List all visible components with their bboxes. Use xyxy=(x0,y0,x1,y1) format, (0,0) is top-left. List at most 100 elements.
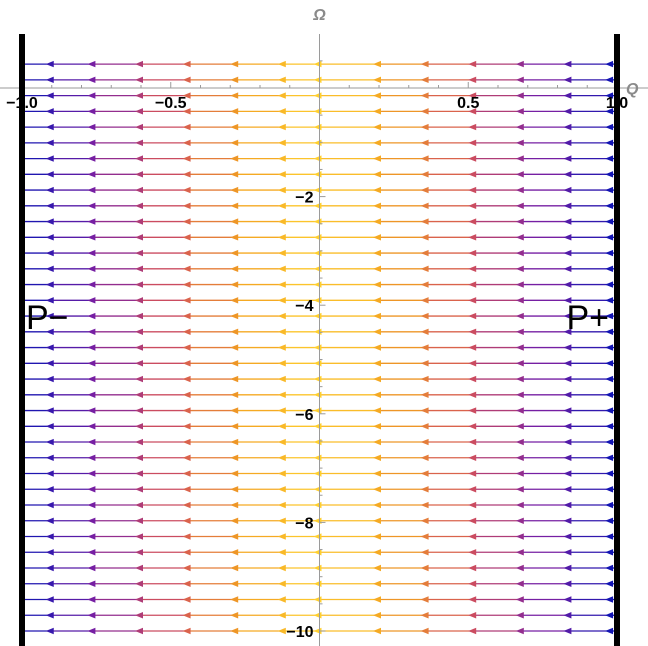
stream-arrow xyxy=(420,375,429,383)
stream-arrow xyxy=(605,123,614,131)
stream-arrow xyxy=(313,123,322,131)
stream-arrow xyxy=(420,501,429,509)
stream-row-9 xyxy=(22,486,617,493)
stream-arrow xyxy=(515,186,524,194)
stream-arrow xyxy=(373,328,381,336)
stream-arrow xyxy=(605,249,614,257)
stream-arrow xyxy=(230,234,239,241)
y-ticks: −2 −4 −6 −8 −10 xyxy=(286,60,326,641)
stream-arrow xyxy=(45,596,54,603)
stream-arrow xyxy=(605,517,614,524)
stream-arrow xyxy=(563,155,572,162)
stream-arrow xyxy=(515,202,524,210)
stream-arrow xyxy=(373,234,381,241)
stream-arrow xyxy=(373,92,381,99)
stream-arrow xyxy=(313,423,322,430)
stream-arrow xyxy=(605,312,614,320)
stream-arrow xyxy=(182,139,191,147)
y-tick-label: −4 xyxy=(295,298,313,315)
stream-arrow xyxy=(182,407,191,414)
stream-arrow xyxy=(313,407,322,414)
stream-arrow xyxy=(135,186,143,194)
stream-arrow xyxy=(182,486,191,493)
stream-arrow xyxy=(373,76,381,84)
stream-arrow xyxy=(45,612,54,619)
stream-arrow xyxy=(313,202,322,210)
stream-arrow xyxy=(182,328,191,336)
stream-arrow xyxy=(563,60,572,68)
stream-arrow xyxy=(87,486,96,493)
stream-arrow xyxy=(563,517,572,524)
stream-arrow xyxy=(373,344,381,351)
axes: −1.0−0.50.51.0 −2−4−6−8−10 xyxy=(0,34,648,646)
stream-arrow xyxy=(230,76,239,84)
stream-arrow xyxy=(313,454,322,461)
stream-arrow xyxy=(135,344,143,351)
stream-arrow xyxy=(313,344,322,351)
stream-arrow xyxy=(373,580,381,587)
stream-arrow xyxy=(515,612,524,619)
stream-arrow xyxy=(563,486,572,493)
stream-arrow xyxy=(468,612,477,619)
stream-arrow xyxy=(87,218,96,225)
stream-arrow xyxy=(182,533,191,540)
stream-row-29 xyxy=(22,171,617,178)
stream-arrow xyxy=(605,486,614,493)
stream-arrow xyxy=(277,360,286,367)
stream-arrow xyxy=(230,423,239,430)
stream-arrow xyxy=(277,486,286,493)
stream-arrow xyxy=(468,486,477,493)
stream-arrow xyxy=(135,155,143,162)
stream-arrow xyxy=(182,108,191,115)
stream-arrow xyxy=(45,501,54,509)
stream-arrow xyxy=(182,60,191,68)
stream-arrow xyxy=(468,328,477,336)
stream-arrow xyxy=(182,155,191,162)
stream-arrow xyxy=(313,533,322,540)
stream-arrow xyxy=(468,202,477,210)
stream-arrow xyxy=(563,312,572,320)
stream-arrow xyxy=(277,549,286,556)
stream-arrow xyxy=(420,596,429,603)
stream-arrow xyxy=(313,92,322,99)
stream-arrow xyxy=(135,297,143,304)
stream-arrow xyxy=(420,454,429,461)
stream-arrow xyxy=(563,360,572,367)
stream-arrow xyxy=(313,234,322,241)
stream-row-0 xyxy=(22,627,617,635)
stream-arrow xyxy=(605,612,614,619)
stream-arrow xyxy=(468,234,477,241)
stream-arrow xyxy=(420,533,429,540)
stream-arrow xyxy=(373,265,381,273)
stream-arrow xyxy=(277,265,286,273)
stream-arrow xyxy=(45,580,54,587)
stream-arrow xyxy=(182,564,191,572)
stream-arrow xyxy=(45,438,54,446)
stream-arrow xyxy=(182,344,191,351)
stream-row-34 xyxy=(22,92,617,99)
stream-arrow xyxy=(563,297,572,304)
stream-arrow xyxy=(87,627,96,635)
stream-arrow xyxy=(563,202,572,210)
stream-arrow xyxy=(605,627,614,635)
stream-arrow xyxy=(230,549,239,556)
stream-arrow xyxy=(87,549,96,556)
stream-arrow xyxy=(87,360,96,367)
stream-arrow xyxy=(87,580,96,587)
stream-row-36 xyxy=(22,60,617,68)
stream-arrow xyxy=(135,360,143,367)
stream-arrow xyxy=(468,186,477,194)
stream-arrow xyxy=(135,596,143,603)
stream-row-15 xyxy=(22,391,617,398)
stream-arrow xyxy=(135,60,143,68)
stream-arrow xyxy=(605,564,614,572)
stream-row-22 xyxy=(22,281,617,288)
stream-arrow xyxy=(468,470,477,477)
stream-arrow xyxy=(563,375,572,383)
stream-arrow xyxy=(313,517,322,524)
stream-arrow xyxy=(277,564,286,572)
stream-arrow xyxy=(420,612,429,619)
stream-arrow xyxy=(135,139,143,147)
stream-arrow xyxy=(515,155,524,162)
stream-arrow xyxy=(230,344,239,351)
